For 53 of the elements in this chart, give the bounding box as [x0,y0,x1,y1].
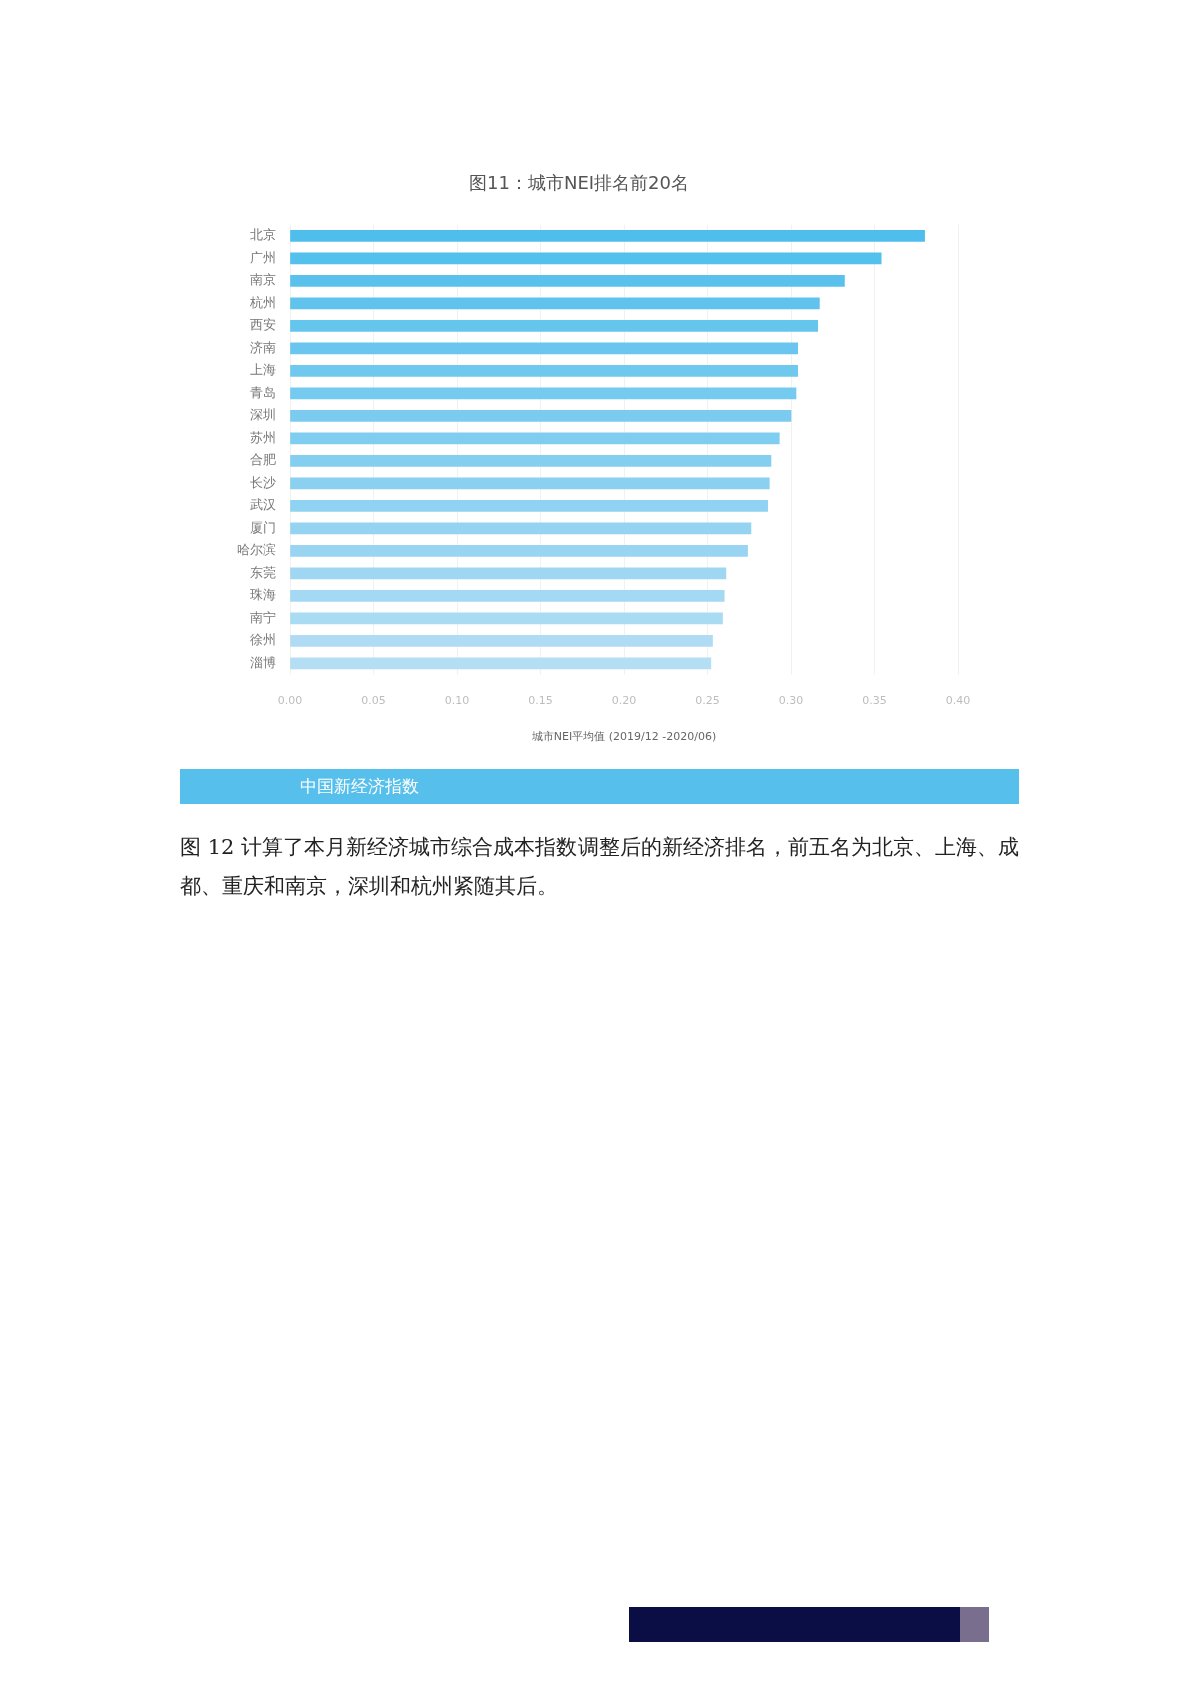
bar [290,590,725,602]
x-tick-label: 0.20 [611,694,637,708]
y-tick-label: 武汉 [250,497,276,513]
bar [290,567,727,580]
x-tick-label: 0.00 [277,694,303,708]
y-tick-label: 合肥 [250,452,276,468]
x-tick-label: 0.05 [361,694,386,708]
bar [290,455,772,467]
bar [290,500,768,512]
y-tick-label: 厦门 [250,519,276,535]
bar [290,635,713,647]
bar [290,342,799,355]
y-tick-label: 济南 [250,339,276,355]
y-tick-label: 哈尔滨 [237,542,276,558]
y-tick-label: 南宁 [250,609,276,625]
bar [290,657,712,670]
y-tick-label: 杭州 [249,294,276,310]
x-tick-label: 0.40 [945,694,971,708]
bar [290,252,882,265]
x-tick-label: 0.35 [862,694,887,708]
y-tick-label: 东莞 [250,564,276,580]
bar [290,432,780,445]
y-tick-label: 深圳 [250,407,276,423]
x-tick-label: 0.30 [778,694,804,708]
bar [290,477,770,490]
bar [290,230,925,242]
bar [290,612,723,625]
y-tick-label: 徐州 [250,632,276,648]
caption: 图 12 计算了本月新经济城市综合成本指数调整后的新经济排名，前五名为北京、上海、成都、重庆和南京，深圳和杭州紧随其后。 [180,834,1019,900]
banner: 中国新经济指数 [180,769,1019,804]
bar [290,545,748,557]
x-tick-label: 0.10 [444,694,470,708]
y-tick-label: 长沙 [250,474,276,490]
bar [290,522,752,535]
bar [290,387,797,400]
bar [290,320,819,332]
bar [290,297,820,310]
x-tick-label: 0.15 [528,694,553,708]
y-tick-label: 苏州 [250,429,276,445]
y-tick-label: 青岛 [250,384,276,400]
chart-title: 图11：城市NEI排名前20名 [469,172,689,194]
bar [290,365,799,377]
bar [290,410,792,422]
y-tick-label: 珠海 [250,587,276,603]
x-tick-label: 0.25 [695,694,720,708]
y-tick-label: 北京 [250,227,276,243]
y-tick-label: 上海 [250,362,276,378]
y-tick-label: 广州 [250,249,276,265]
y-tick-label: 淄博 [250,654,276,670]
y-tick-label: 西安 [250,317,276,333]
x-axis-title: 城市NEI平均值 (2019/12 -2020/06) [530,730,717,744]
bar [290,275,845,287]
y-tick-label: 南京 [250,272,276,288]
